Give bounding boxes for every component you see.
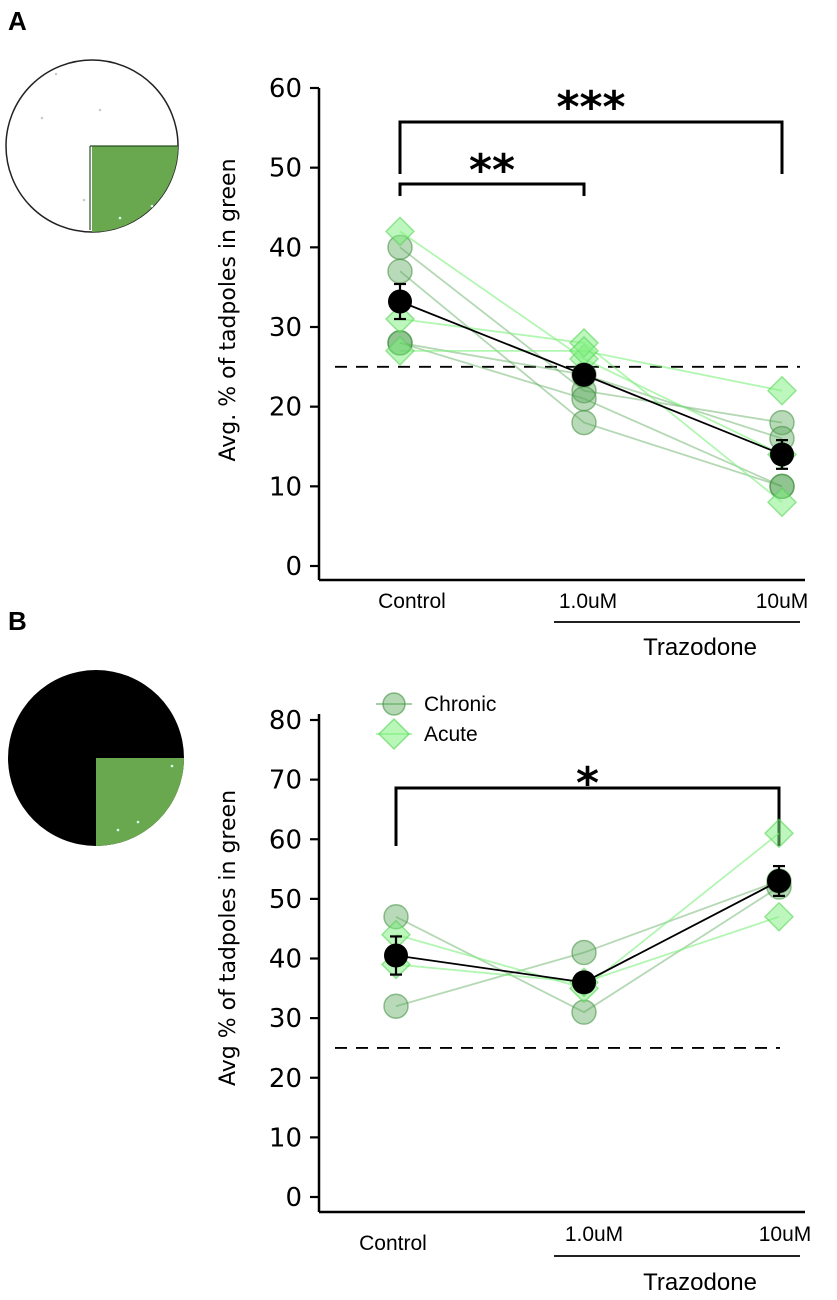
y-tick-label: 80 — [269, 706, 302, 736]
mean-line — [395, 880, 780, 984]
significance-bracket — [394, 786, 781, 846]
legend-acute-label: Acute — [424, 723, 478, 746]
tadpole-dot — [54, 72, 58, 76]
panel-a-y-axis-title: Avg. % of tadpoles in green — [216, 158, 241, 461]
panel-b-x-label-10uM: 10uM — [759, 1223, 812, 1246]
panel-b: B 0 10 20 30 40 50 60 70 80 * Avg % of tadpoles … — [8, 606, 811, 1296]
y-tick-label: 60 — [269, 825, 302, 855]
legend-acute-marker — [377, 717, 411, 751]
panel-a-letter: A — [8, 6, 27, 36]
panel-b-x-label-1uM: 1.0uM — [565, 1223, 623, 1246]
y-tick-label: 40 — [269, 945, 302, 975]
y-tick-label: 60 — [269, 74, 302, 104]
chronic-subject-line — [399, 246, 783, 424]
panel-a-x-label-10uM: 10uM — [756, 590, 809, 613]
y-tick-label: 50 — [269, 154, 302, 184]
panel-b-x-label-control: Control — [359, 1232, 427, 1255]
mean-point — [572, 362, 596, 387]
y-tick-label: 20 — [269, 1064, 302, 1094]
acute-point — [766, 487, 798, 518]
y-tick-label: 50 — [269, 885, 302, 915]
y-tick-label: 10 — [269, 1123, 302, 1153]
panel-a-y-ticks: 0 10 20 30 40 50 60 — [269, 74, 319, 582]
tadpole-dot — [170, 764, 174, 768]
acute-point — [384, 216, 416, 247]
y-tick-label: 0 — [285, 552, 302, 582]
significance-bracket — [398, 120, 784, 174]
panel-a-group-label: Trazodone — [643, 634, 757, 661]
panel-a-mean-series — [388, 282, 794, 470]
chronic-subject-line — [399, 342, 783, 488]
tadpole-dot — [116, 828, 120, 832]
panel-b-letter: B — [8, 606, 27, 636]
chronic-subject-line — [395, 880, 780, 1008]
y-tick-label: 30 — [269, 313, 302, 343]
acute-point — [763, 818, 795, 849]
legend-chronic-marker — [382, 692, 406, 716]
tadpole-dot — [118, 216, 122, 220]
panel-a-x-label-1uM: 1.0uM — [559, 590, 617, 613]
panel-a-x-label-control: Control — [378, 590, 446, 613]
mean-point — [384, 943, 408, 968]
panel-b-plot: 0 10 20 30 40 50 60 70 80 * Avg % of tadpoles in… — [216, 692, 812, 1296]
acute-point — [384, 335, 416, 366]
significance-stars: * — [576, 758, 599, 809]
arena-green-quadrant — [92, 146, 178, 232]
panel-a-individual-points — [384, 216, 798, 518]
chronic-point — [383, 993, 409, 1019]
chronic-point — [571, 385, 597, 412]
acute-point — [766, 375, 798, 406]
y-tick-label: 30 — [269, 1004, 302, 1034]
significance-stars: ** — [469, 145, 515, 196]
legend: Chronic Acute — [376, 692, 496, 751]
panel-a-significance: ***** — [398, 82, 784, 196]
y-tick-label: 70 — [269, 766, 302, 796]
acute-point — [763, 901, 795, 932]
y-tick-label: 0 — [285, 1183, 302, 1213]
tadpole-dot — [150, 204, 154, 208]
significance-bracket — [398, 182, 586, 196]
chronic-point — [571, 409, 597, 436]
tadpole-dot — [98, 108, 102, 112]
tadpole-dot — [136, 820, 140, 824]
y-tick-label: 10 — [269, 472, 302, 502]
y-tick-label: 40 — [269, 233, 302, 263]
mean-point — [572, 970, 596, 995]
panel-b-mean-series — [384, 864, 791, 995]
chronic-point — [571, 939, 597, 966]
panel-b-y-ticks: 0 10 20 30 40 50 60 70 80 — [269, 706, 319, 1213]
panel-b-significance: * — [394, 758, 781, 846]
chronic-point — [571, 999, 597, 1025]
tadpole-dot — [82, 198, 86, 202]
legend-chronic-label: Chronic — [424, 693, 496, 716]
mean-point — [388, 289, 412, 314]
tadpole-dot — [40, 116, 44, 120]
chronic-subject-line — [395, 886, 780, 1014]
significance-stars: *** — [556, 82, 625, 133]
panel-a-arena — [5, 59, 179, 233]
chronic-point — [387, 258, 413, 284]
mean-point — [767, 868, 791, 893]
mean-point — [770, 442, 794, 467]
chronic-subject-line — [399, 270, 783, 488]
y-tick-label: 20 — [269, 393, 302, 423]
panel-b-y-axis-title: Avg % of tadpoles in green — [216, 790, 241, 1086]
arena-green-quadrant — [96, 758, 184, 846]
panel-b-group-label: Trazodone — [643, 1269, 757, 1296]
panel-b-arena — [8, 670, 184, 846]
